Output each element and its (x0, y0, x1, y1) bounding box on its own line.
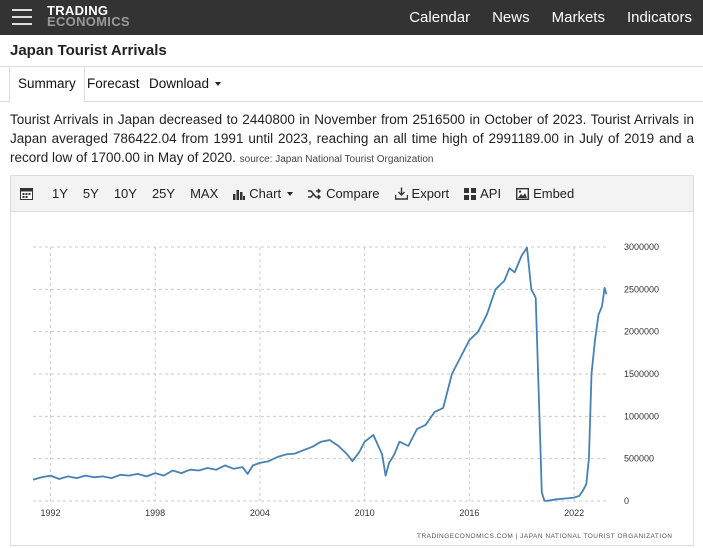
tab-forecast[interactable]: Forecast (79, 67, 148, 103)
y-tick-label: 2000000 (624, 327, 659, 337)
hamburger-menu-icon[interactable] (12, 9, 32, 25)
chart-type-label: Chart (249, 186, 282, 201)
top-nav-links: Calendar News Markets Indicators (387, 0, 692, 35)
nav-indicators[interactable]: Indicators (626, 9, 692, 26)
y-tick-label: 1000000 (624, 411, 659, 421)
api-button[interactable]: API (464, 186, 501, 201)
api-label: API (480, 186, 502, 201)
nav-news[interactable]: News (492, 9, 530, 26)
x-tick-label: 2004 (250, 508, 270, 518)
y-tick-label: 2500000 (624, 284, 659, 294)
description: Tourist Arrivals in Japan decreased to 2… (10, 110, 694, 169)
chart-grid (33, 246, 609, 502)
tab-forecast-label: Forecast (87, 76, 140, 91)
x-tick-label: 1998 (145, 508, 165, 518)
x-tick-label: 2016 (459, 508, 479, 518)
tab-summary[interactable]: Summary (9, 66, 85, 103)
range-5y-button[interactable]: 5Y (82, 186, 99, 201)
range-max-button[interactable]: MAX (190, 186, 219, 201)
export-label: Export (411, 186, 450, 201)
y-tick-label: 500000 (624, 454, 654, 464)
logo-line1: TRADING (47, 3, 109, 18)
y-tick-label: 1500000 (624, 369, 659, 379)
tab-summary-label: Summary (18, 76, 76, 91)
embed-button[interactable]: Embed (516, 186, 574, 201)
compare-button[interactable]: Compare (308, 186, 380, 201)
nav-calendar[interactable]: Calendar (409, 9, 471, 26)
description-text: Tourist Arrivals in Japan decreased to 2… (10, 112, 694, 165)
image-icon (516, 187, 530, 200)
shuffle-icon (308, 188, 322, 199)
grid-icon (464, 187, 477, 200)
range-1y-button[interactable]: 1Y (52, 186, 68, 201)
y-tick-label: 0 (624, 496, 629, 506)
x-tick-label: 1992 (40, 508, 60, 518)
nav-markets[interactable]: Markets (551, 9, 605, 26)
page-title: Japan Tourist Arrivals (10, 42, 167, 59)
chevron-down-icon (215, 82, 222, 87)
compare-label: Compare (326, 186, 380, 201)
tabs-bar: Summary Forecast Download (0, 66, 703, 103)
chart-container: 0 500000 1000000 1500000 2000000 2500000 30000… (10, 212, 694, 546)
logo-line2: ECONOMICS (47, 14, 130, 29)
series-line (32, 246, 608, 502)
chevron-down-icon (287, 191, 294, 196)
y-tick-label: 3000000 (624, 242, 659, 252)
calendar-icon[interactable] (20, 187, 37, 200)
site-logo[interactable]: TRADING ECONOMICS (47, 3, 130, 29)
embed-label: Embed (533, 186, 575, 201)
chart-credit: TRADINGECONOMICS.COM | JAPAN NATIONAL TO… (417, 533, 672, 540)
tourist-arrivals-chart[interactable]: 0 500000 1000000 1500000 2000000 2500000 30000… (11, 212, 695, 546)
top-navbar: TRADING ECONOMICS Calendar News Markets … (0, 0, 703, 35)
chart-toolbar: 1Y 5Y 10Y 25Y MAX Chart Compare Export A… (10, 175, 694, 212)
range-10y-button[interactable]: 10Y (113, 186, 137, 201)
range-25y-button[interactable]: 25Y (151, 186, 176, 201)
download-icon (394, 187, 408, 200)
x-axis: 1992 1998 2004 2010 2016 2022 (40, 508, 584, 518)
chart-type-button[interactable]: Chart (233, 186, 294, 201)
x-tick-label: 2010 (355, 508, 375, 518)
y-axis: 0 500000 1000000 1500000 2000000 2500000 30000… (624, 242, 659, 506)
source-note: source: Japan National Tourist Organizat… (239, 154, 434, 165)
bar-chart-icon (233, 189, 246, 200)
export-button[interactable]: Export (394, 186, 450, 201)
tab-download-label: Download (149, 76, 210, 91)
tab-download[interactable]: Download (141, 67, 229, 103)
x-tick-label: 2022 (564, 508, 584, 518)
